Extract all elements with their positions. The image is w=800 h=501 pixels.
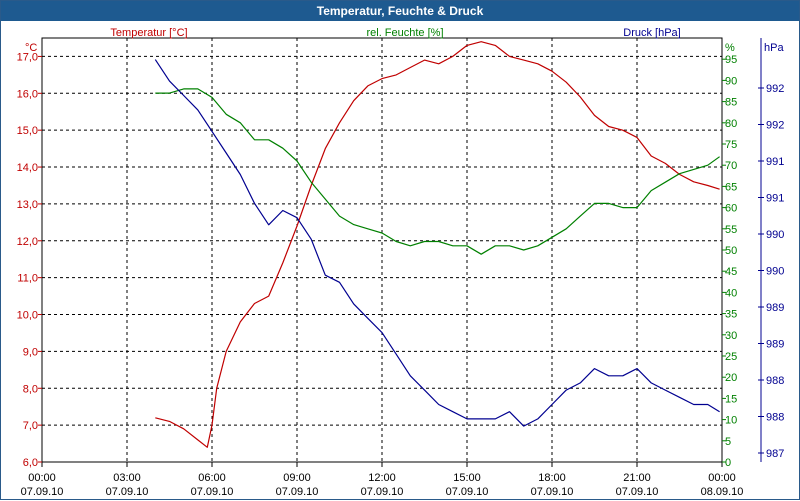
x-tick-label-time: 00:00 bbox=[708, 472, 736, 484]
humidity-tick-label: 45 bbox=[725, 266, 737, 278]
pressure-tick-label: 992 bbox=[766, 120, 784, 132]
temperature-tick-label: 6,0 bbox=[23, 457, 38, 469]
pressure-tick-label: 992 bbox=[766, 83, 784, 95]
humidity-tick-label: 25 bbox=[725, 351, 737, 363]
temperature-tick-label: 11,0 bbox=[17, 273, 38, 285]
pressure-tick-label: 987 bbox=[766, 448, 784, 460]
x-tick-label-time: 00:00 bbox=[28, 472, 56, 484]
humidity-unit-label: % bbox=[725, 42, 735, 54]
x-tick-label-time: 21:00 bbox=[623, 472, 651, 484]
humidity-tick-label: 5 bbox=[725, 436, 731, 448]
pressure-tick-label: 991 bbox=[766, 156, 784, 168]
pressure-tick-label: 988 bbox=[766, 412, 784, 424]
humidity-tick-label: 90 bbox=[725, 75, 737, 87]
x-tick-label-date: 07.09.10 bbox=[531, 486, 574, 498]
humidity-axis-title: rel. Feuchte [%] bbox=[366, 27, 443, 39]
x-tick-label-date: 07.09.10 bbox=[616, 486, 659, 498]
humidity-tick-label: 60 bbox=[725, 203, 737, 215]
x-tick-label-time: 12:00 bbox=[368, 472, 396, 484]
pressure-series-line bbox=[154, 59, 720, 427]
humidity-tick-label: 40 bbox=[725, 287, 737, 299]
x-tick-label-date: 08.09.10 bbox=[701, 486, 744, 498]
temperature-series-line bbox=[155, 41, 720, 448]
humidity-tick-label: 55 bbox=[725, 224, 737, 236]
chart-title: Temperatur, Feuchte & Druck bbox=[1, 1, 799, 21]
x-tick-label-date: 07.09.10 bbox=[21, 486, 64, 498]
pressure-tick-label: 990 bbox=[766, 266, 784, 278]
temperature-tick-label: 8,0 bbox=[23, 383, 38, 395]
pressure-tick-label: 989 bbox=[766, 302, 784, 314]
humidity-tick-label: 10 bbox=[725, 415, 737, 427]
temperature-tick-label: 7,0 bbox=[23, 420, 38, 432]
temperature-unit-label: °C bbox=[25, 42, 37, 54]
temperature-tick-label: 14,0 bbox=[17, 162, 38, 174]
x-tick-label-date: 07.09.10 bbox=[276, 486, 319, 498]
x-tick-label-time: 09:00 bbox=[283, 472, 311, 484]
temperature-tick-label: 10,0 bbox=[17, 310, 38, 322]
humidity-series-line bbox=[155, 88, 720, 255]
pressure-unit-label: hPa bbox=[764, 42, 784, 54]
temperature-tick-label: 16,0 bbox=[17, 88, 38, 100]
temperature-tick-label: 13,0 bbox=[17, 199, 38, 211]
x-tick-label-date: 07.09.10 bbox=[106, 486, 149, 498]
humidity-tick-label: 15 bbox=[725, 393, 737, 405]
x-tick-label-date: 07.09.10 bbox=[191, 486, 234, 498]
x-tick-label-time: 15:00 bbox=[453, 472, 481, 484]
humidity-tick-label: 95 bbox=[725, 54, 737, 66]
temperature-tick-label: 17,0 bbox=[17, 51, 38, 63]
humidity-tick-label: 30 bbox=[725, 330, 737, 342]
pressure-tick-label: 988 bbox=[766, 375, 784, 387]
humidity-tick-label: 80 bbox=[725, 118, 737, 130]
x-tick-label-time: 03:00 bbox=[113, 472, 141, 484]
pressure-tick-label: 990 bbox=[766, 229, 784, 241]
temperature-tick-label: 12,0 bbox=[17, 236, 38, 248]
temperature-axis-title: Temperatur [°C] bbox=[110, 27, 187, 39]
temperature-tick-label: 15,0 bbox=[17, 125, 38, 137]
humidity-tick-label: 0 bbox=[725, 457, 731, 469]
humidity-tick-label: 70 bbox=[725, 160, 737, 172]
pressure-tick-label: 989 bbox=[766, 339, 784, 351]
x-tick-label-date: 07.09.10 bbox=[446, 486, 489, 498]
x-tick-label-time: 18:00 bbox=[538, 472, 566, 484]
pressure-tick-label: 991 bbox=[766, 193, 784, 205]
pressure-axis-title: Druck [hPa] bbox=[623, 27, 680, 39]
humidity-tick-label: 85 bbox=[725, 97, 737, 109]
humidity-tick-label: 75 bbox=[725, 139, 737, 151]
x-tick-label-date: 07.09.10 bbox=[361, 486, 404, 498]
humidity-tick-label: 35 bbox=[725, 309, 737, 321]
humidity-tick-label: 65 bbox=[725, 181, 737, 193]
temperature-tick-label: 9,0 bbox=[23, 346, 38, 358]
humidity-tick-label: 20 bbox=[725, 372, 737, 384]
humidity-tick-label: 50 bbox=[725, 245, 737, 257]
x-tick-label-time: 06:00 bbox=[198, 472, 226, 484]
